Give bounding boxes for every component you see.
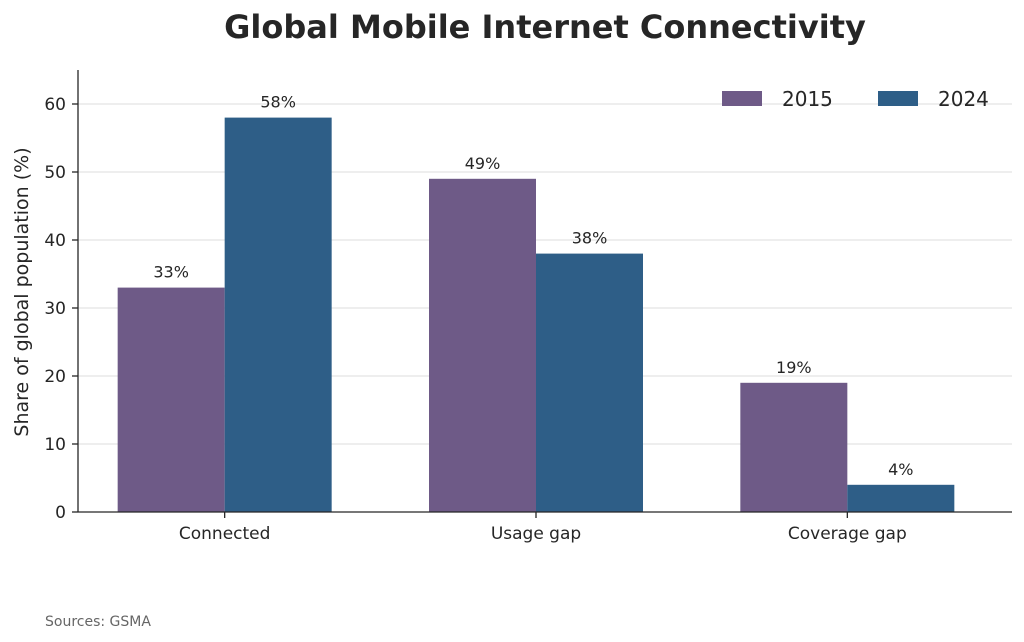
data-label: 33% [153,263,189,282]
y-axis-label: Share of global population (%) [11,147,33,436]
bar [224,117,332,512]
legend-label: 2024 [938,87,989,111]
data-label: 49% [465,154,501,173]
bar [847,484,955,512]
data-label: 4% [888,460,913,479]
x-tick-label: Coverage gap [788,524,907,544]
y-tick-label: 20 [44,367,66,387]
x-tick-label: Connected [179,524,271,544]
legend-swatch [722,91,762,106]
data-labels: 33% 58% 49% 38% 19% 4% [153,93,913,479]
data-label: 58% [260,93,296,112]
legend: 2015 2024 [722,87,989,111]
source-note: Sources: GSMA [45,614,151,630]
legend-label: 2015 [782,87,833,111]
bar [536,253,643,512]
x-tick-labels: Connected Usage gap Coverage gap [179,512,907,544]
y-tick-label: 10 [44,435,66,455]
bar [429,178,536,513]
bar [117,287,225,512]
y-tick-label: 30 [44,299,66,319]
y-tick-label: 50 [44,163,66,183]
data-label: 38% [572,229,608,248]
data-label: 19% [776,358,812,377]
bar [740,382,848,512]
chart-title: Global Mobile Internet Connectivity [224,8,866,46]
y-tick-labels: 0 10 20 30 40 50 60 [44,95,78,523]
y-tick-label: 40 [44,231,66,251]
axes [77,70,1012,513]
y-tick-label: 0 [55,503,66,523]
x-tick-label: Usage gap [491,524,581,544]
legend-swatch [878,91,918,106]
bars [117,117,955,513]
y-tick-label: 60 [44,95,66,115]
